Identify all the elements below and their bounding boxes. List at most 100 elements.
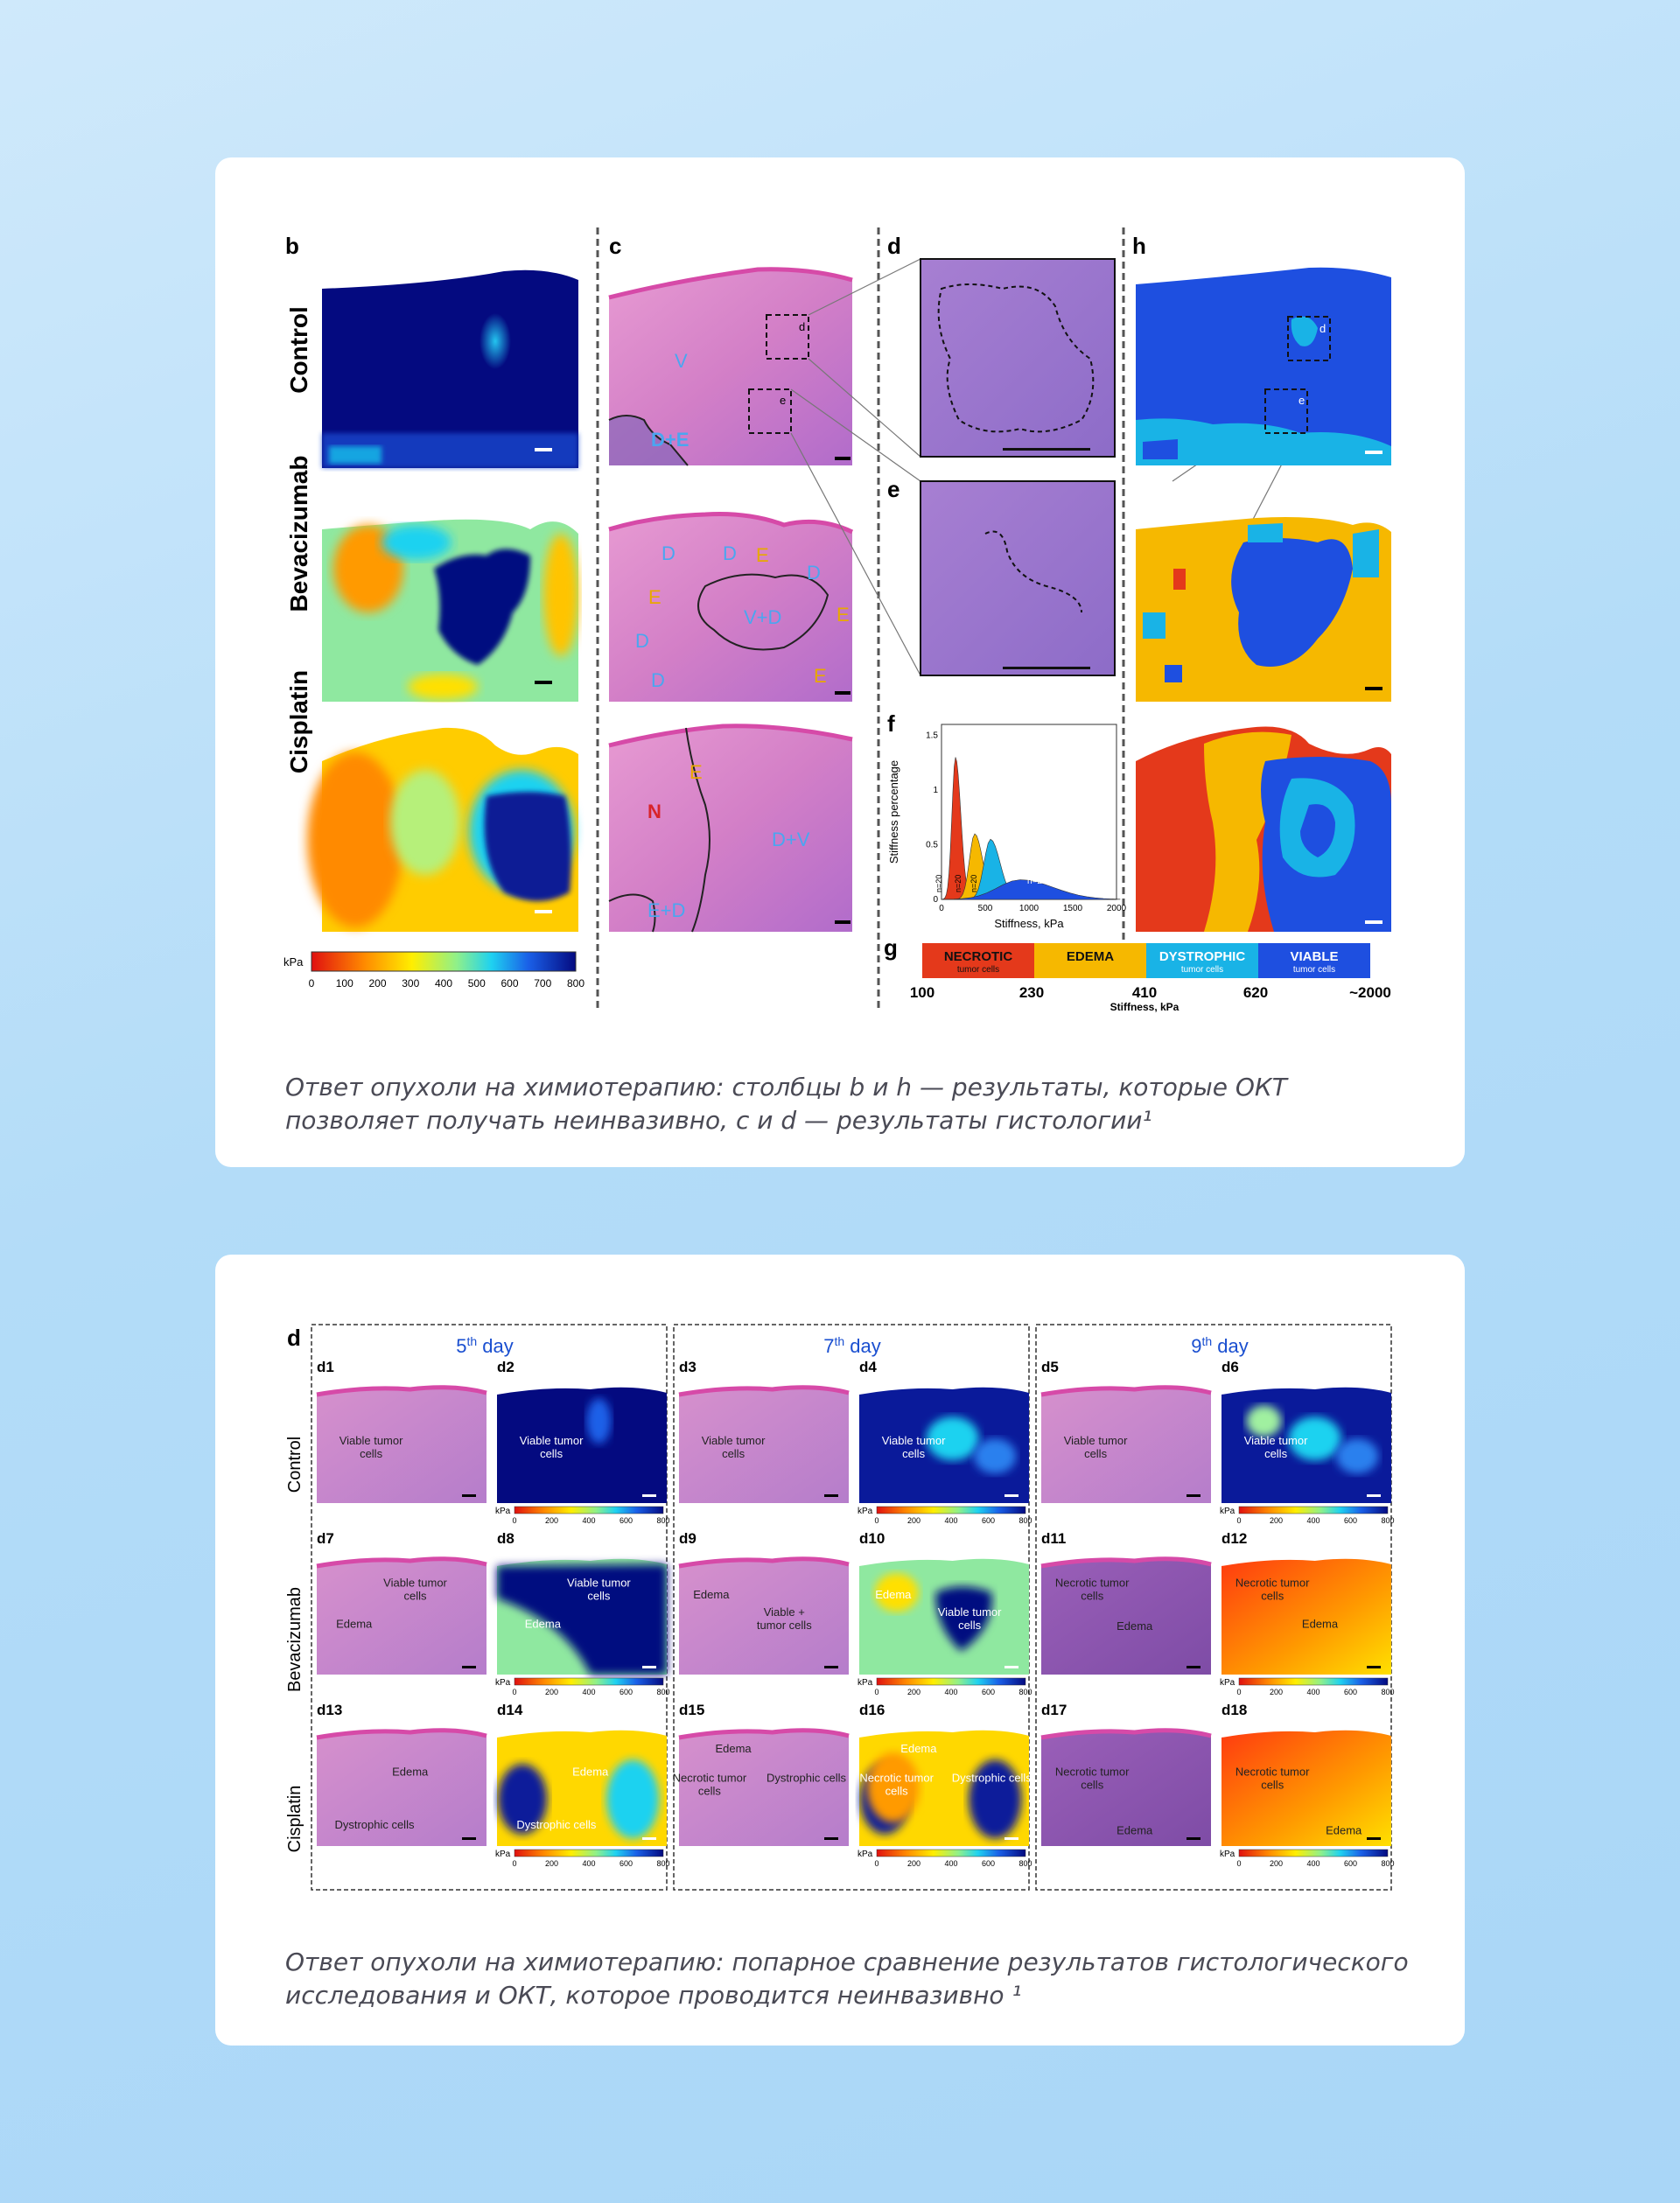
panel-annotation: Edema (1302, 1617, 1339, 1630)
colorbar-tick-label: 600 (500, 977, 518, 990)
histogram-x-tick: 1500 (1063, 904, 1083, 913)
colorbar-tick-label: 200 (545, 1688, 558, 1696)
panel-annotation: Necrotic tumor (1055, 1577, 1130, 1590)
colorbar-unit: kPa (858, 1507, 873, 1516)
mini-colorbar (514, 1849, 664, 1857)
class-sublabel: tumor cells (1181, 965, 1223, 975)
panel-image (679, 1730, 849, 1846)
colorbar-unit: kPa (858, 1850, 873, 1859)
threshold-label: 100 (910, 984, 934, 1001)
colorbar-tick-label: 100 (336, 977, 354, 990)
inset-e-histology (920, 480, 1116, 676)
row-label-control: Control (285, 306, 312, 394)
histogram-xlabel: Stiffness, kPa (994, 917, 1064, 930)
threshold-label: 410 (1132, 984, 1157, 1001)
panel-image (317, 1387, 486, 1503)
oct-map-bevacizumab (322, 519, 578, 702)
region-label-n: N (648, 801, 662, 822)
region-label-d-e: D+E (651, 429, 689, 451)
colorbar-unit: kPa (284, 955, 304, 969)
colorbar-tick-label: 200 (368, 977, 386, 990)
panel-d13: d13 Edema Dystrophic cells (316, 1702, 487, 1846)
histogram-x-tick: 2000 (1107, 904, 1127, 913)
stiffness-histogram: Stiffness percentage Stiffness, kPa 0 500… (887, 724, 1127, 930)
class-thresholds: 100 230 410 620 ~2000 Stiffness, kPa (910, 984, 1391, 1013)
panel-annotation: Viable tumor (520, 1434, 584, 1447)
panel-annotation: cells (958, 1619, 982, 1632)
colorbar-tick-label: 400 (582, 1688, 595, 1696)
panel-letter-f: f (887, 710, 895, 737)
panel-id: d18 (1222, 1702, 1247, 1718)
panel-annotation: cells (1264, 1447, 1288, 1460)
colorbar-tick-label: 400 (944, 1516, 957, 1525)
panel-id: d12 (1222, 1530, 1247, 1547)
figure-card-1: b c d h e f g Control Bevacizumab Cispla… (215, 157, 1465, 1167)
colorbar-tick-label: 400 (1306, 1859, 1320, 1868)
inset-label-d: d (799, 320, 805, 333)
panel-letter-c: c (609, 233, 621, 259)
colorbar-tick-label: 600 (1344, 1516, 1357, 1525)
row-label-cisplatin: Cisplatin (285, 1786, 304, 1853)
panel-letter-d: d (287, 1325, 301, 1351)
row-label-bevacizumab: Bevacizumab (285, 456, 312, 612)
peak-label: n=20 (934, 875, 943, 892)
colorbar-tick-label: 600 (982, 1516, 995, 1525)
region-label-v-d: V+D (744, 606, 781, 628)
panel-annotation: cells (360, 1447, 383, 1460)
colorbar-tick-label: 0 (309, 977, 315, 990)
panel-annotation: Edema (392, 1766, 429, 1779)
mini-colorbar (1238, 1849, 1389, 1857)
colorbar-tick-label: 0 (874, 1516, 878, 1525)
histogram-series-3 (941, 879, 1121, 900)
histogram-y-tick: 1 (933, 786, 938, 795)
colorbar-tick-label: 600 (620, 1688, 633, 1696)
mini-colorbar (514, 1677, 664, 1686)
colorbar-tick-label: 300 (402, 977, 419, 990)
panel-image (317, 1730, 486, 1846)
panel-id: d2 (497, 1359, 514, 1375)
threshold-label: ~2000 (1349, 984, 1391, 1001)
mini-colorbar (1238, 1506, 1389, 1514)
panel-id: d8 (497, 1530, 514, 1547)
colorbar-unit: kPa (495, 1507, 511, 1516)
colorbar-tick-label: 0 (874, 1859, 878, 1868)
class-sublabel: tumor cells (957, 965, 999, 975)
panel-annotation: Viable tumor (340, 1434, 403, 1447)
colorbar-tick-label: 600 (620, 1516, 633, 1525)
mini-colorbar (514, 1506, 664, 1514)
colorbar (311, 951, 577, 972)
panel-annotation: Edema (900, 1742, 937, 1755)
colorbar-unit: kPa (1220, 1850, 1236, 1859)
panel-image (1222, 1558, 1391, 1675)
peak-label: n=20 (954, 875, 962, 892)
panel-annotation: Dystrophic cells (766, 1771, 847, 1784)
oct-map-control (322, 269, 578, 468)
inset-label-e: e (1298, 394, 1305, 407)
colorbar-unit: kPa (858, 1678, 873, 1688)
panel-letter-b: b (285, 233, 299, 259)
colorbar-tick-label: 800 (1381, 1688, 1394, 1696)
colorbar-tick-label: 0 (1236, 1688, 1241, 1696)
panel-annotation: Edema (572, 1766, 609, 1779)
class-sublabel: tumor cells (1293, 965, 1335, 975)
class-segment (922, 943, 1034, 978)
panel-image (1041, 1730, 1211, 1846)
panel-annotation: Viable tumor (702, 1434, 766, 1447)
colorbar-tick-label: 800 (656, 1516, 669, 1525)
panel-annotation: Necrotic tumor (859, 1771, 934, 1784)
region-label-e: E (648, 586, 662, 608)
panel-annotation: Viable tumor (567, 1577, 631, 1590)
colorbar-tick-label: 600 (1344, 1688, 1357, 1696)
panel-id: d5 (1041, 1359, 1059, 1375)
colorbar-tick-label: 0 (1236, 1859, 1241, 1868)
panel-letter-d: d (887, 233, 901, 259)
